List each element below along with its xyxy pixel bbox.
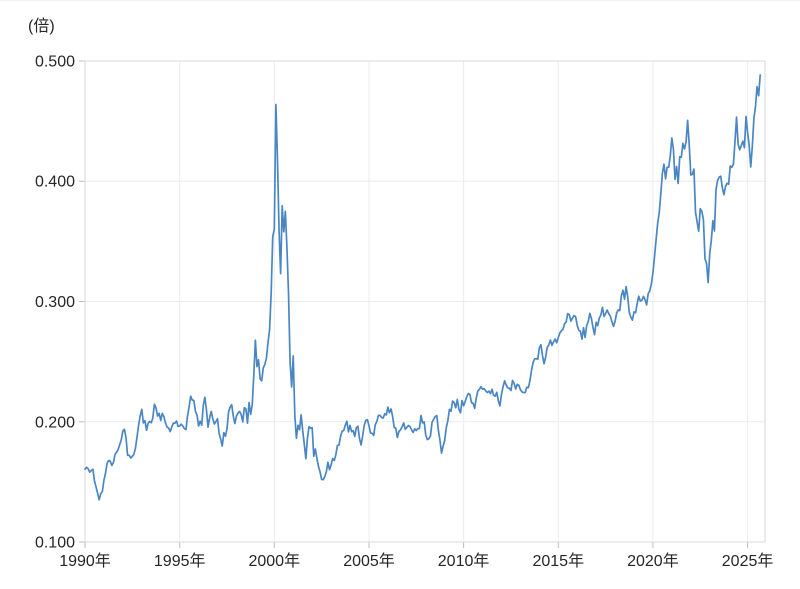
x-tick-label: 1990年 — [59, 552, 111, 570]
x-tick-label: 2015年 — [532, 552, 584, 570]
x-tick-label: 2010年 — [438, 552, 490, 570]
ratio-line — [84, 74, 762, 501]
y-tick-label: 0.300 — [35, 294, 75, 311]
x-tick-label: 2000年 — [248, 552, 300, 570]
x-tick-label: 2025年 — [722, 552, 774, 570]
y-tick-label: 0.500 — [35, 54, 75, 71]
plot-border — [84, 60, 766, 543]
x-tick-label: 2020年 — [627, 552, 679, 570]
y-tick-label: 0.100 — [35, 535, 75, 552]
y-tick-label: 0.400 — [35, 174, 75, 191]
x-tick-label: 2005年 — [343, 552, 395, 570]
y-axis-unit-label: (倍) — [28, 18, 55, 35]
y-tick-label: 0.200 — [35, 414, 75, 431]
x-tick-label: 1995年 — [154, 552, 206, 570]
